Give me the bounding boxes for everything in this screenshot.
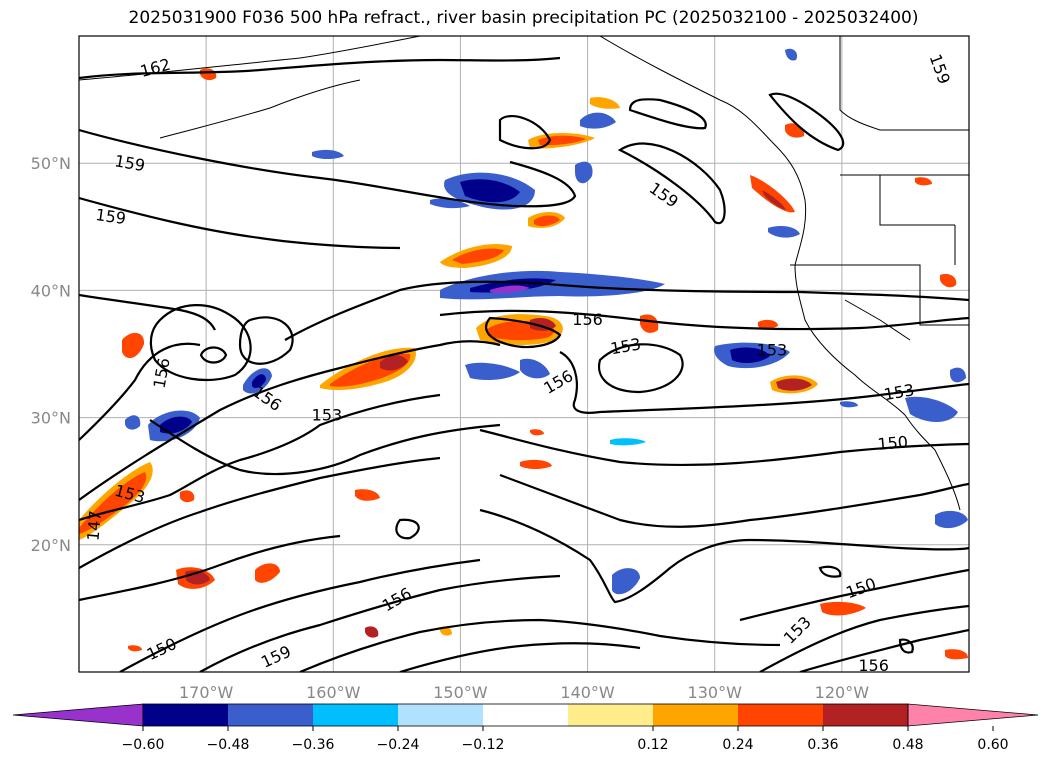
lon-tick-label: 140°W bbox=[560, 683, 615, 702]
contour-label: 156 bbox=[572, 310, 603, 329]
colorbar-tick-label: −0.36 bbox=[292, 737, 335, 753]
refractivity-contours bbox=[79, 56, 969, 672]
lon-tick-label: 150°W bbox=[433, 683, 488, 702]
colorbar-swatch bbox=[568, 704, 653, 726]
colorbar-tick-label: 0.48 bbox=[892, 737, 923, 753]
map-title: 2025031900 F036 500 hPa refract., river … bbox=[128, 8, 919, 28]
colorbar-tick-label: −0.12 bbox=[462, 737, 505, 753]
lat-tick-label: 20°N bbox=[31, 536, 71, 555]
colorbar-tick-label: 0.60 bbox=[977, 737, 1008, 753]
colorbar-swatch bbox=[143, 704, 228, 726]
contour-label: 153 bbox=[312, 406, 343, 425]
lat-tick-label: 50°N bbox=[31, 154, 71, 173]
colorbar-swatch bbox=[398, 704, 483, 726]
lon-tick-label: 120°W bbox=[815, 683, 870, 702]
contour-label: 156 bbox=[858, 656, 889, 675]
colorbar-tick-label: 0.36 bbox=[807, 737, 838, 753]
contour-label: 153 bbox=[757, 341, 788, 360]
colorbar-frame bbox=[142, 703, 909, 727]
contour-label: 159 bbox=[94, 205, 127, 228]
longitude-labels: 170°W 160°W 150°W 140°W 130°W 120°W bbox=[179, 683, 869, 702]
precipitation-shading bbox=[79, 48, 968, 660]
lon-tick-label: 130°W bbox=[688, 683, 743, 702]
colorbar-tick-label: 0.12 bbox=[637, 737, 668, 753]
contour-label: 150 bbox=[877, 432, 909, 454]
lon-tick-label: 170°W bbox=[179, 683, 234, 702]
colorbar-tick-label: 0.24 bbox=[722, 737, 753, 753]
colorbar-extend-low bbox=[12, 703, 144, 727]
lon-tick-label: 160°W bbox=[306, 683, 361, 702]
latitude-labels: 20°N 30°N 40°N 50°N bbox=[31, 154, 71, 555]
colorbar-swatch bbox=[228, 704, 313, 726]
colorbar-swatch bbox=[738, 704, 823, 726]
colorbar-swatch bbox=[823, 704, 908, 726]
colorbar-swatch bbox=[483, 704, 568, 726]
lat-tick-label: 40°N bbox=[31, 281, 71, 300]
colorbar-swatch bbox=[653, 704, 738, 726]
contour-label: 147 bbox=[83, 510, 105, 542]
colorbar-swatch bbox=[313, 704, 398, 726]
map-frame bbox=[78, 35, 970, 673]
colorbar-tick-label: −0.48 bbox=[207, 737, 250, 753]
colorbar-extend-high bbox=[907, 703, 1039, 727]
colorbar: −0.60 −0.48 −0.36 −0.24 −0.12 0.12 0.24 0.36 0.4… bbox=[12, 703, 1039, 753]
lat-tick-label: 30°N bbox=[31, 409, 71, 428]
colorbar-tick-label: −0.60 bbox=[122, 737, 165, 753]
colorbar-tick-label: −0.24 bbox=[377, 737, 420, 753]
